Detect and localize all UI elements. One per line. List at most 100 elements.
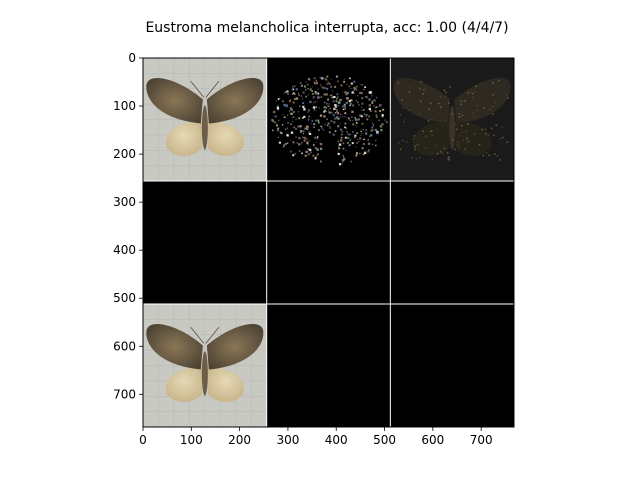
noise-pixel [354, 118, 357, 121]
moth-speckle [452, 139, 454, 141]
noise-pixel [325, 93, 328, 96]
noise-pixel [381, 113, 383, 115]
moth-antenna [205, 81, 220, 98]
noise-pixel [361, 122, 364, 125]
noise-pixel [328, 131, 331, 134]
moth-speckle [455, 123, 457, 125]
noise-pixel [298, 94, 300, 97]
moth-speckle [463, 99, 466, 102]
noise-pixel [279, 119, 281, 121]
black-panel [390, 304, 514, 427]
panel-1-2 [390, 181, 514, 304]
noise-pixel [359, 152, 361, 155]
noise-pixel [344, 127, 347, 130]
panel-1-1 [266, 181, 391, 304]
x-tick-label: 600 [421, 433, 444, 447]
moth-speckle [490, 127, 493, 130]
noise-pixel [347, 133, 349, 136]
noise-pixel [347, 137, 350, 139]
noise-pixel [342, 155, 344, 157]
noise-pixel [298, 143, 301, 146]
noise-pixel [362, 142, 365, 145]
y-tick-label: 500 [113, 291, 136, 305]
noise-pixel [315, 119, 318, 122]
moth-speckle [420, 81, 422, 83]
axes-frame [142, 57, 515, 428]
noise-pixel [312, 96, 315, 99]
noise-pixel [363, 151, 367, 155]
noise-pixel [374, 107, 376, 109]
noise-pixel [298, 150, 301, 152]
moth-speckle [457, 141, 459, 144]
moth-speckle [431, 130, 433, 132]
noise-pixel [366, 96, 369, 99]
noise-pixel [324, 87, 327, 89]
noise-pixel [289, 150, 292, 153]
noise-pixel [331, 85, 333, 87]
noise-pixel [307, 148, 310, 150]
noise-pixel [308, 118, 310, 120]
noise-pixel [298, 137, 301, 140]
moth-speckle [461, 131, 463, 134]
noise-pixel [382, 116, 383, 118]
noise-pixel [340, 122, 342, 124]
moth-speckle [505, 94, 508, 96]
noise-pixel [330, 120, 333, 123]
moth-speckle [498, 79, 500, 82]
moth-speckle [472, 96, 474, 99]
noise-pixel [293, 85, 296, 88]
noise-pixel [308, 120, 310, 121]
noise-pixel [286, 142, 289, 144]
noise-pixel [361, 102, 364, 105]
noise-pixel [317, 120, 320, 123]
moth-antenna [190, 81, 205, 98]
moth-speckle [481, 128, 483, 131]
noise-pixel [301, 152, 303, 155]
noise-pixel [352, 123, 355, 126]
noise-pixel [302, 102, 305, 104]
noise-pixel [380, 129, 383, 132]
noise-pixel [299, 130, 303, 133]
noise-pixel [276, 129, 280, 132]
noise-pixel [375, 106, 378, 109]
noise-pixel [300, 132, 302, 134]
noise-pixel [351, 142, 354, 145]
noise-pixel [326, 75, 329, 78]
noise-pixel [371, 92, 373, 94]
panel-background [266, 58, 391, 181]
noise-pixel [361, 106, 363, 108]
noise-pixel [292, 121, 294, 123]
moth-speckle [424, 147, 427, 149]
noise-pixel [353, 87, 356, 90]
noise-pixel [294, 93, 296, 95]
x-axis: 0 100 200 300 400 500 600 700 [139, 427, 493, 447]
noise-pixel [334, 107, 336, 110]
noise-pixel [381, 123, 384, 126]
noise-pixel [346, 131, 348, 133]
noise-pixel [304, 154, 307, 157]
noise-pixel [375, 116, 378, 119]
noise-pixel [329, 94, 331, 96]
panel-0-0 [143, 58, 267, 181]
moth-speckle [506, 141, 509, 143]
noise-pixel [355, 88, 358, 91]
noise-pixel [348, 144, 350, 147]
moth-speckle [492, 105, 494, 108]
noise-pixel [300, 95, 303, 97]
noise-pixel [317, 119, 319, 121]
noise-pixel [272, 110, 276, 114]
moth-hindwing-left [165, 367, 202, 402]
noise-pixel [353, 89, 355, 91]
noise-pixel [323, 102, 325, 104]
panel-2-0 [143, 304, 267, 427]
moth-speckle [454, 148, 456, 151]
noise-pixel [292, 93, 294, 95]
noise-pixel [301, 141, 303, 144]
noise-pixel [361, 92, 363, 94]
moth-speckle [492, 82, 494, 84]
noise-pixel [344, 108, 346, 111]
x-tick-label: 0 [139, 433, 147, 447]
noise-pixel [311, 90, 314, 92]
noise-pixel [357, 101, 359, 104]
